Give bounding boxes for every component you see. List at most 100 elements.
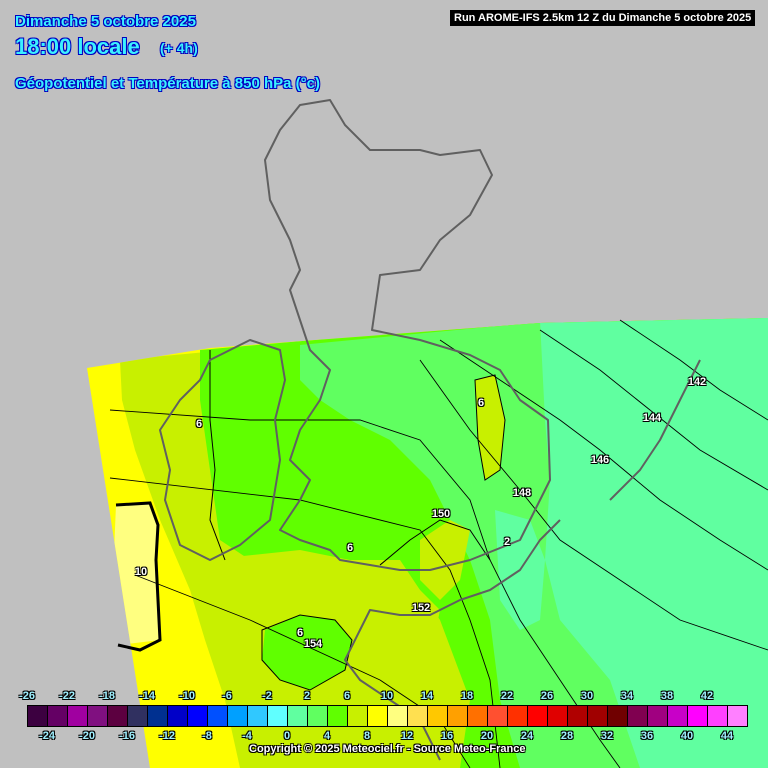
- legend-tick-label: 40: [680, 730, 694, 742]
- legend-swatch: [708, 706, 728, 726]
- france-coast: [344, 519, 561, 761]
- temperature-isotherms: [115, 350, 506, 691]
- legend-tick-label: 14: [420, 690, 434, 702]
- legend-swatch: [688, 706, 708, 726]
- legend-tick-label: -8: [202, 730, 212, 742]
- legend-swatch: [408, 706, 428, 726]
- legend-tick-label: -16: [119, 730, 135, 742]
- legend-tick-label: -4: [242, 730, 252, 742]
- legend-swatch: [308, 706, 328, 726]
- legend-swatch: [188, 706, 208, 726]
- legend-swatch: [248, 706, 268, 726]
- legend-swatch: [268, 706, 288, 726]
- legend-swatch: [508, 706, 528, 726]
- legend-tick-label: 12: [400, 730, 414, 742]
- legend-tick-label: 30: [580, 690, 594, 702]
- legend-swatch: [128, 706, 148, 726]
- forecast-date: Dimanche 5 octobre 2025: [15, 13, 196, 30]
- run-info: Run AROME-IFS 2.5km 12 Z du Dimanche 5 o…: [450, 10, 756, 26]
- legend-tick-label: 16: [440, 730, 454, 742]
- legend-tick-label: -26: [19, 690, 35, 702]
- legend-tick-label: 42: [700, 690, 714, 702]
- forecast-time: 18:00 locale: [15, 34, 140, 59]
- legend-tick-label: 6: [343, 690, 351, 702]
- geopotential-label: 144: [642, 412, 662, 424]
- legend-tick-label: -12: [159, 730, 175, 742]
- legend-swatch: [608, 706, 628, 726]
- legend-swatch: [108, 706, 128, 726]
- geopotential-label: 142: [687, 376, 707, 388]
- copyright: Copyright © 2025 Meteociel.fr - Source M…: [249, 743, 526, 755]
- legend-swatch: [228, 706, 248, 726]
- legend-tick-label: -6: [222, 690, 232, 702]
- legend-swatch: [468, 706, 488, 726]
- legend-tick-label: 44: [720, 730, 734, 742]
- legend-tick-label: -20: [79, 730, 95, 742]
- forecast-offset: (+ 4h): [160, 40, 198, 56]
- legend-swatch: [728, 706, 747, 726]
- legend-swatch: [488, 706, 508, 726]
- legend-tick-label: 34: [620, 690, 634, 702]
- legend-swatch: [28, 706, 48, 726]
- legend-swatch: [208, 706, 228, 726]
- legend-tick-label: -2: [262, 690, 272, 702]
- legend-tick-label: -18: [99, 690, 115, 702]
- legend-tick-label: 36: [640, 730, 654, 742]
- legend-swatch: [648, 706, 668, 726]
- legend-swatch: [588, 706, 608, 726]
- legend-tick-label: -14: [139, 690, 155, 702]
- legend-swatch: [288, 706, 308, 726]
- color-legend: [27, 705, 748, 727]
- legend-tick-label: -22: [59, 690, 75, 702]
- temperature-label: 10: [134, 566, 148, 578]
- legend-tick-label: 18: [460, 690, 474, 702]
- geopotential-label: 154: [303, 638, 323, 650]
- legend-swatch: [348, 706, 368, 726]
- legend-swatch: [68, 706, 88, 726]
- legend-tick-label: 20: [480, 730, 494, 742]
- legend-tick-label: 28: [560, 730, 574, 742]
- legend-swatch: [448, 706, 468, 726]
- legend-tick-label: 8: [363, 730, 371, 742]
- legend-swatch: [88, 706, 108, 726]
- geopotential-label: 146: [590, 454, 610, 466]
- legend-swatch: [148, 706, 168, 726]
- legend-tick-label: 38: [660, 690, 674, 702]
- legend-swatch: [628, 706, 648, 726]
- legend-tick-label: 10: [380, 690, 394, 702]
- temperature-label: 6: [346, 542, 354, 554]
- geopotential-label: 148: [512, 487, 532, 499]
- legend-swatch: [428, 706, 448, 726]
- temperature-label: 6: [296, 627, 304, 639]
- legend-tick-label: 24: [520, 730, 534, 742]
- coastlines: [159, 99, 701, 761]
- legend-swatch: [388, 706, 408, 726]
- legend-tick-label: 2: [303, 690, 311, 702]
- geopotential-label: 152: [411, 602, 431, 614]
- legend-tick-label: -24: [39, 730, 55, 742]
- legend-tick-label: 4: [323, 730, 331, 742]
- legend-tick-label: 32: [600, 730, 614, 742]
- temperature-label: 6: [477, 397, 485, 409]
- legend-swatch: [48, 706, 68, 726]
- temperature-label: 2: [503, 536, 511, 548]
- netherlands-coast: [609, 359, 701, 501]
- field-title: Géopotentiel et Température à 850 hPa (°…: [15, 75, 320, 92]
- legend-tick-label: 26: [540, 690, 554, 702]
- legend-tick-label: 0: [283, 730, 291, 742]
- temperature-label: 6: [195, 418, 203, 430]
- legend-tick-label: 22: [500, 690, 514, 702]
- legend-swatch: [548, 706, 568, 726]
- legend-swatch: [528, 706, 548, 726]
- legend-swatch: [668, 706, 688, 726]
- legend-swatch: [328, 706, 348, 726]
- geopotential-label: 150: [431, 508, 451, 520]
- legend-swatch: [568, 706, 588, 726]
- legend-swatch: [368, 706, 388, 726]
- ireland-coast: [159, 339, 286, 561]
- legend-tick-label: -10: [179, 690, 195, 702]
- legend-swatch: [168, 706, 188, 726]
- great-britain-coast: [264, 99, 551, 571]
